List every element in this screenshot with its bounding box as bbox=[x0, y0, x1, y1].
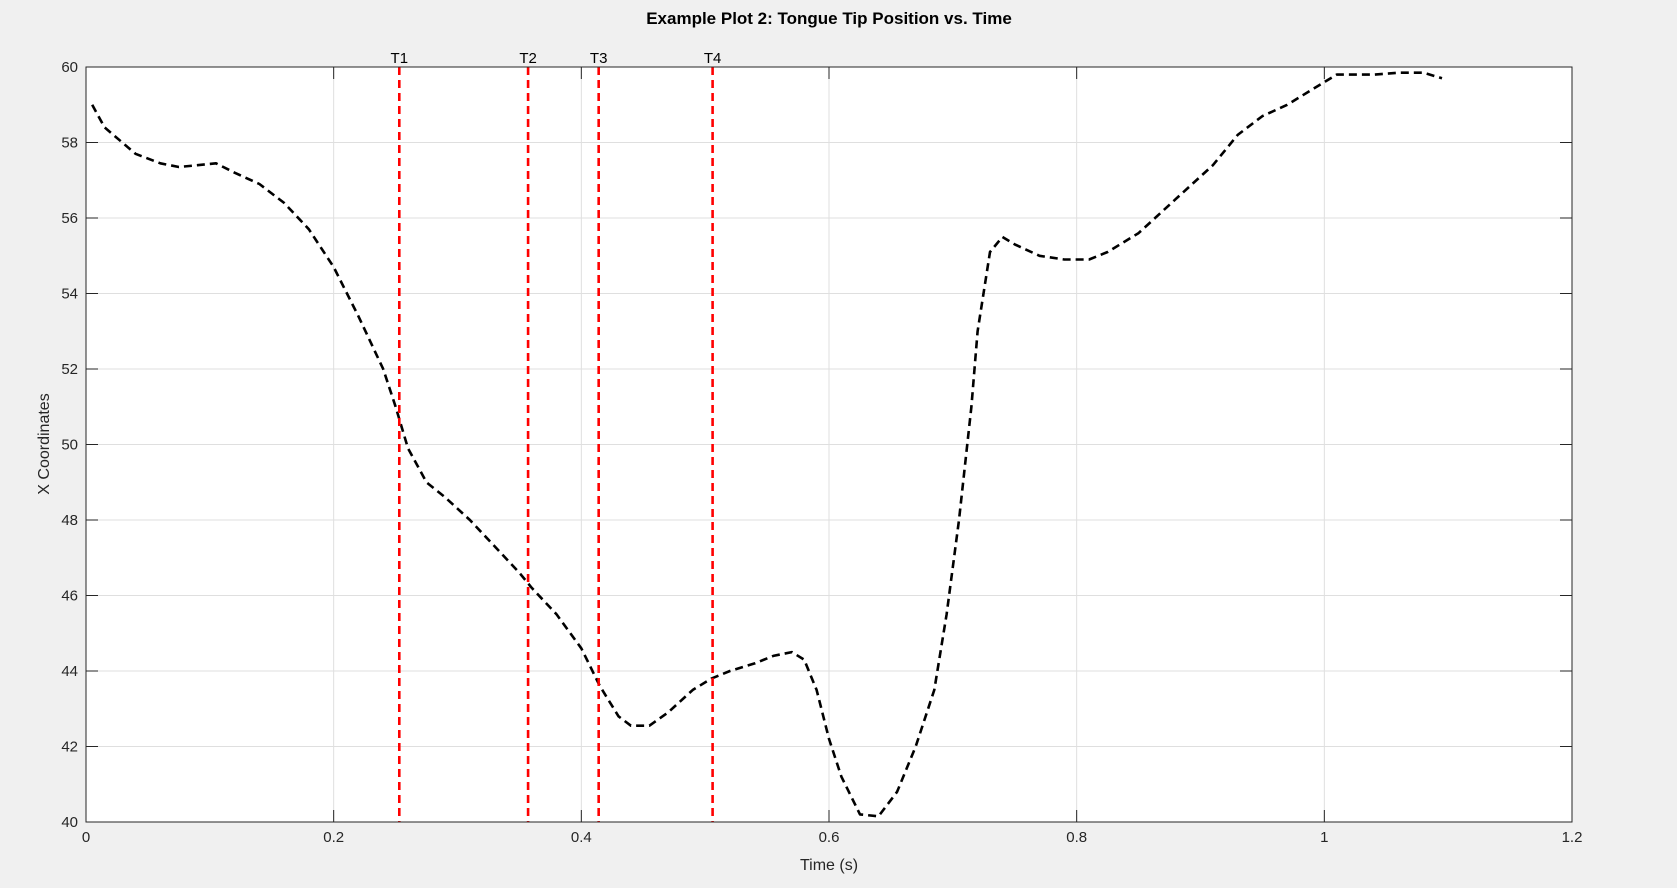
y-tick-label: 44 bbox=[61, 663, 78, 680]
y-tick-label: 50 bbox=[61, 437, 78, 454]
y-tick-label: 56 bbox=[61, 210, 78, 227]
y-tick-label: 58 bbox=[61, 135, 78, 152]
marker-label-t3: T3 bbox=[590, 50, 608, 67]
series-line bbox=[91, 71, 1443, 818]
series-group bbox=[91, 71, 1443, 818]
x-tick-label: 1 bbox=[1320, 829, 1328, 846]
marker-label-t4: T4 bbox=[704, 50, 722, 67]
y-axis-ticks: 40 42 44 46 48 50 52 54 56 58 60 bbox=[61, 59, 1572, 831]
y-tick-label: 60 bbox=[61, 59, 78, 76]
y-tick-label: 48 bbox=[61, 512, 78, 529]
y-axis-label: X Coordinates bbox=[36, 393, 53, 494]
y-tick-label: 52 bbox=[61, 361, 78, 378]
x-tick-label: 0.2 bbox=[323, 829, 344, 846]
x-tick-label: 0.8 bbox=[1066, 829, 1087, 846]
x-tick-label: 0 bbox=[82, 829, 90, 846]
x-tick-label: 0.4 bbox=[571, 829, 592, 846]
marker-label-t1: T1 bbox=[391, 50, 409, 67]
y-tick-label: 46 bbox=[61, 588, 78, 605]
marker-label-t2: T2 bbox=[519, 50, 537, 67]
x-tick-label: 1.2 bbox=[1562, 829, 1583, 846]
x-tick-label: 0.6 bbox=[819, 829, 840, 846]
y-tick-label: 42 bbox=[61, 739, 78, 756]
y-tick-label: 40 bbox=[61, 814, 78, 831]
x-axis-label: Time (s) bbox=[800, 857, 858, 874]
y-tick-label: 54 bbox=[61, 286, 78, 303]
event-markers: T1 T2 T3 T4 bbox=[391, 50, 722, 822]
plot-frame bbox=[85, 66, 1573, 823]
chart-title: Example Plot 2: Tongue Tip Position vs. … bbox=[646, 9, 1012, 28]
